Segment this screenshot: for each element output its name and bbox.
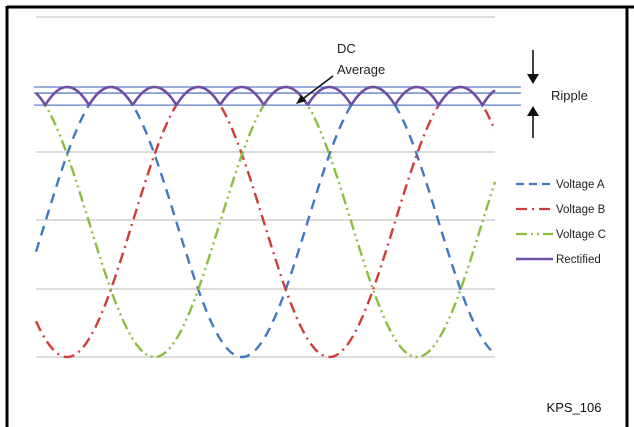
legend: Voltage A Voltage B Voltage C Rectified	[516, 179, 606, 266]
plot-series	[34, 85, 497, 359]
dc-average-arrow	[299, 75, 334, 102]
dc-average-label-line2: Average	[337, 62, 385, 77]
ripple-top-arrowhead	[527, 74, 539, 84]
legend-label-rectified: Rectified	[556, 254, 601, 266]
dc-average-arrowhead	[296, 95, 306, 104]
ripple-label: Ripple	[551, 88, 588, 103]
legend-label-voltage-a: Voltage A	[556, 179, 605, 191]
dc-average-label-line1: DC	[337, 41, 356, 56]
figure-id: KPS_106	[547, 400, 602, 415]
annotations: DC Average Ripple	[296, 41, 588, 138]
gridlines	[36, 16, 495, 358]
series-line-rectified	[35, 85, 496, 108]
legend-label-voltage-c: Voltage C	[556, 229, 606, 241]
series-line-voltage-b	[34, 85, 497, 359]
ripple-bottom-arrowhead	[527, 106, 539, 116]
legend-label-voltage-b: Voltage B	[556, 204, 606, 216]
